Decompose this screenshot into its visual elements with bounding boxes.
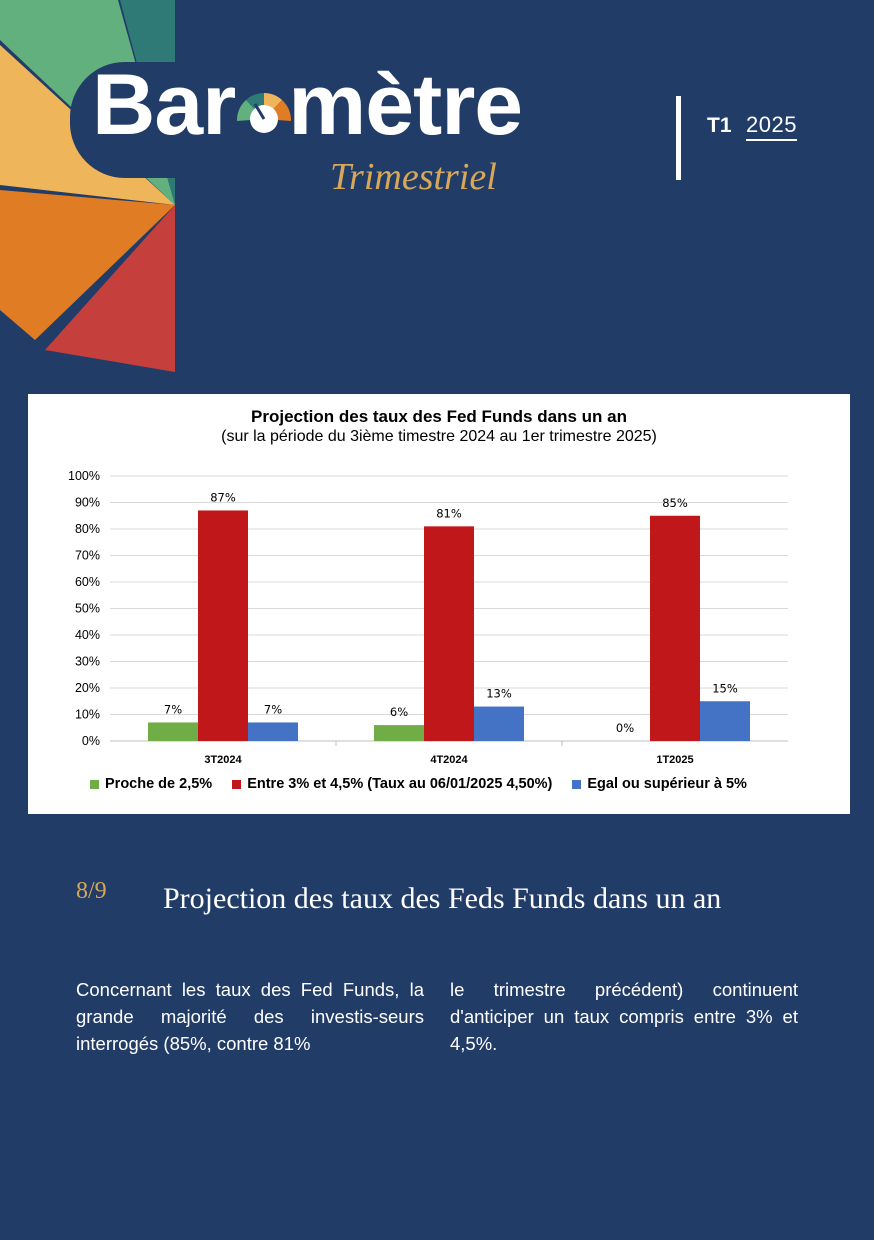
legend-label: Entre 3% et 4,5% (Taux au 06/01/2025 4,5… <box>247 776 553 792</box>
barometer-logo-graphic <box>0 0 530 400</box>
y-tick-label: 10% <box>75 708 100 722</box>
quarter-label: T1 <box>707 114 732 137</box>
y-tick-label: 50% <box>75 602 100 616</box>
body-text-column-1: Concernant les taux des Fed Funds, la gr… <box>76 979 424 1054</box>
x-tick-label: 4T2024 <box>430 754 468 766</box>
section-title: Projection des taux des Feds Funds dans … <box>163 882 722 915</box>
gauge-icon <box>236 93 292 133</box>
chart-subtitle: (sur la période du 3ième timestre 2024 a… <box>221 428 657 445</box>
logo-segment-orange <box>0 190 175 340</box>
data-label: 15% <box>712 681 738 695</box>
x-tick-label: 3T2024 <box>204 754 242 766</box>
year-label: 2025 <box>746 112 797 141</box>
bar <box>650 515 700 741</box>
data-label: 13% <box>486 687 512 701</box>
data-label: 6% <box>390 705 408 719</box>
bar <box>424 526 474 741</box>
bar <box>474 706 524 741</box>
data-label: 7% <box>264 702 282 716</box>
legend-swatch <box>232 779 242 789</box>
y-tick-label: 70% <box>75 549 100 563</box>
legend-item-blue: Egal ou supérieur à 5% <box>572 776 747 792</box>
legend-item-green: Proche de 2,5% <box>90 776 212 792</box>
header-divider <box>676 96 681 180</box>
y-tick-label: 40% <box>75 628 100 642</box>
data-label: 87% <box>210 490 236 504</box>
legend-swatch <box>90 779 99 789</box>
y-tick-label: 30% <box>75 655 100 669</box>
bar <box>198 510 248 741</box>
bar <box>148 722 198 741</box>
logo-title: Bar mètre <box>92 57 523 153</box>
page-number: 8/9 <box>76 878 107 904</box>
chart-legend: Proche de 2,5% Entre 3% et 4,5% (Taux au… <box>90 776 767 792</box>
chart-panel: Projection des taux des Fed Funds dans u… <box>28 394 850 814</box>
chart-title: Projection des taux des Fed Funds dans u… <box>251 407 627 426</box>
logo-segment-red <box>45 205 175 372</box>
y-tick-label: 100% <box>68 469 100 483</box>
bar <box>700 701 750 741</box>
logo-subtitle: Trimestriel <box>330 156 497 198</box>
legend-label: Proche de 2,5% <box>105 776 213 792</box>
legend-item-red: Entre 3% et 4,5% (Taux au 06/01/2025 4,5… <box>232 776 552 792</box>
y-tick-label: 60% <box>75 575 100 589</box>
bar <box>374 725 424 741</box>
y-tick-label: 20% <box>75 681 100 695</box>
legend-label: Egal ou supérieur à 5% <box>587 776 747 792</box>
bar-chart: 0% 10% 20% 30% 40% 50% 60% 70% 80% 90% 100% 7% 87% 7%… <box>68 469 788 766</box>
y-tick-label: 80% <box>75 522 100 536</box>
y-tick-label: 0% <box>82 734 100 748</box>
body-text-column-2: le trimestre précédent) continuent d'ant… <box>450 979 798 1054</box>
x-tick-label: 1T2025 <box>656 754 693 766</box>
data-label: 0% <box>616 721 634 735</box>
data-label: 85% <box>662 496 688 510</box>
bar <box>248 722 298 741</box>
data-label: 7% <box>164 702 182 716</box>
y-tick-label: 90% <box>75 496 100 510</box>
data-label: 81% <box>436 506 462 520</box>
legend-swatch <box>572 779 582 789</box>
